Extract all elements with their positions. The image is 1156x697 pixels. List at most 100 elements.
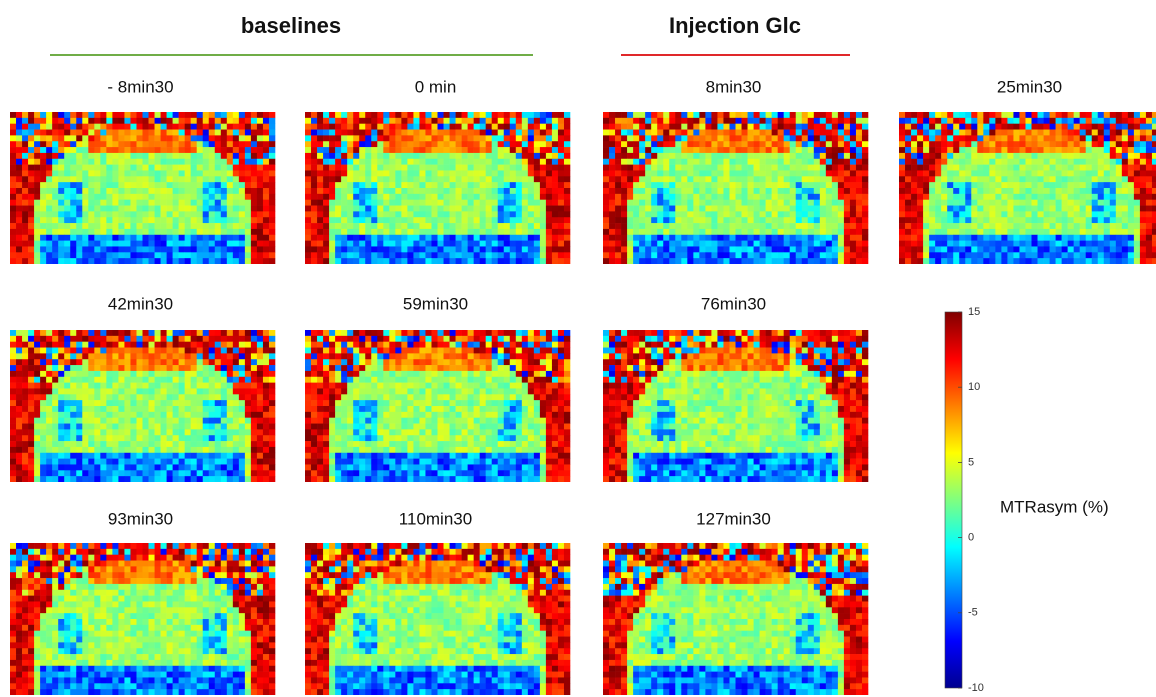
map-pixel (46, 246, 53, 253)
map-pixel (1007, 258, 1014, 264)
map-pixel (615, 152, 622, 160)
map-pixel (911, 217, 918, 224)
map-pixel (112, 193, 119, 200)
map-pixel (917, 223, 924, 230)
map-pixel (425, 211, 432, 218)
map-pixel (58, 365, 65, 372)
map-pixel (82, 330, 89, 337)
map-pixel (371, 129, 378, 136)
map-pixel (1103, 170, 1111, 177)
map-pixel (681, 234, 688, 241)
map-pixel (311, 234, 318, 241)
map-pixel (1139, 188, 1147, 195)
map-pixel (323, 176, 330, 183)
map-pixel (527, 164, 535, 171)
map-pixel (533, 112, 541, 119)
map-pixel (226, 188, 234, 195)
map-pixel (40, 182, 47, 189)
map-pixel (1097, 141, 1105, 148)
map-pixel (563, 188, 571, 195)
map-pixel (10, 252, 17, 259)
map-pixel (1127, 117, 1135, 124)
map-pixel (515, 223, 523, 230)
map-pixel (813, 240, 821, 247)
map-pixel (178, 330, 185, 337)
map-pixel (172, 164, 179, 171)
map-pixel (1013, 217, 1020, 224)
map-pixel (46, 141, 53, 148)
map-pixel (1097, 164, 1105, 171)
map-pixel (419, 123, 426, 130)
map-pixel (383, 217, 390, 224)
map-pixel (142, 176, 149, 183)
map-pixel (551, 246, 559, 253)
map-pixel (395, 170, 402, 177)
map-pixel (244, 117, 252, 124)
map-pixel (341, 246, 348, 253)
map-pixel (178, 158, 185, 165)
map-pixel (491, 199, 499, 206)
map-pixel (347, 123, 354, 130)
map-pixel (789, 240, 797, 247)
map-pixel (244, 170, 252, 177)
map-pixel (699, 129, 706, 136)
map-pixel (166, 152, 173, 160)
map-pixel (1097, 170, 1105, 177)
map-pixel (401, 135, 408, 142)
map-pixel (70, 353, 77, 360)
map-pixel (539, 182, 547, 189)
map-pixel (639, 223, 646, 230)
map-pixel (837, 246, 845, 253)
map-pixel (693, 205, 700, 212)
map-pixel (112, 341, 119, 348)
map-pixel (557, 205, 565, 212)
map-pixel (753, 246, 760, 253)
map-pixel (419, 217, 426, 224)
map-pixel (965, 170, 972, 177)
map-pixel (1007, 240, 1014, 247)
map-pixel (395, 258, 402, 264)
map-pixel (1121, 211, 1129, 218)
map-pixel (22, 370, 29, 378)
map-pixel (693, 123, 700, 130)
map-pixel (971, 193, 978, 200)
map-pixel (765, 123, 772, 130)
map-pixel (741, 176, 748, 183)
map-pixel (735, 164, 742, 171)
map-pixel (747, 223, 754, 230)
map-pixel (34, 376, 41, 383)
map-pixel (214, 141, 222, 148)
map-pixel (699, 252, 706, 259)
map-pixel (166, 341, 173, 348)
map-pixel (455, 199, 462, 206)
map-pixel (184, 234, 191, 241)
map-pixel (1085, 193, 1093, 200)
map-pixel (669, 152, 676, 160)
map-pixel (268, 117, 276, 124)
map-pixel (431, 188, 438, 195)
map-pixel (935, 170, 942, 177)
map-pixel (64, 223, 71, 230)
map-pixel (395, 123, 402, 130)
map-pixel (1127, 123, 1135, 130)
map-pixel (94, 228, 101, 236)
map-pixel (190, 223, 197, 230)
map-pixel (250, 258, 258, 264)
map-pixel (753, 234, 760, 241)
map-pixel (657, 246, 664, 253)
map-pixel (1025, 158, 1032, 165)
map-pixel (268, 170, 276, 177)
map-pixel (639, 205, 646, 212)
map-pixel (407, 217, 414, 224)
map-pixel (941, 258, 948, 264)
map-pixel (262, 199, 270, 206)
map-pixel (461, 252, 468, 259)
map-pixel (941, 228, 948, 236)
map-pixel (819, 135, 827, 142)
map-pixel (208, 123, 216, 130)
map-pixel (1025, 258, 1032, 264)
map-pixel (305, 117, 312, 124)
map-pixel (172, 135, 179, 142)
map-pixel (262, 240, 270, 247)
map-pixel (711, 112, 718, 119)
